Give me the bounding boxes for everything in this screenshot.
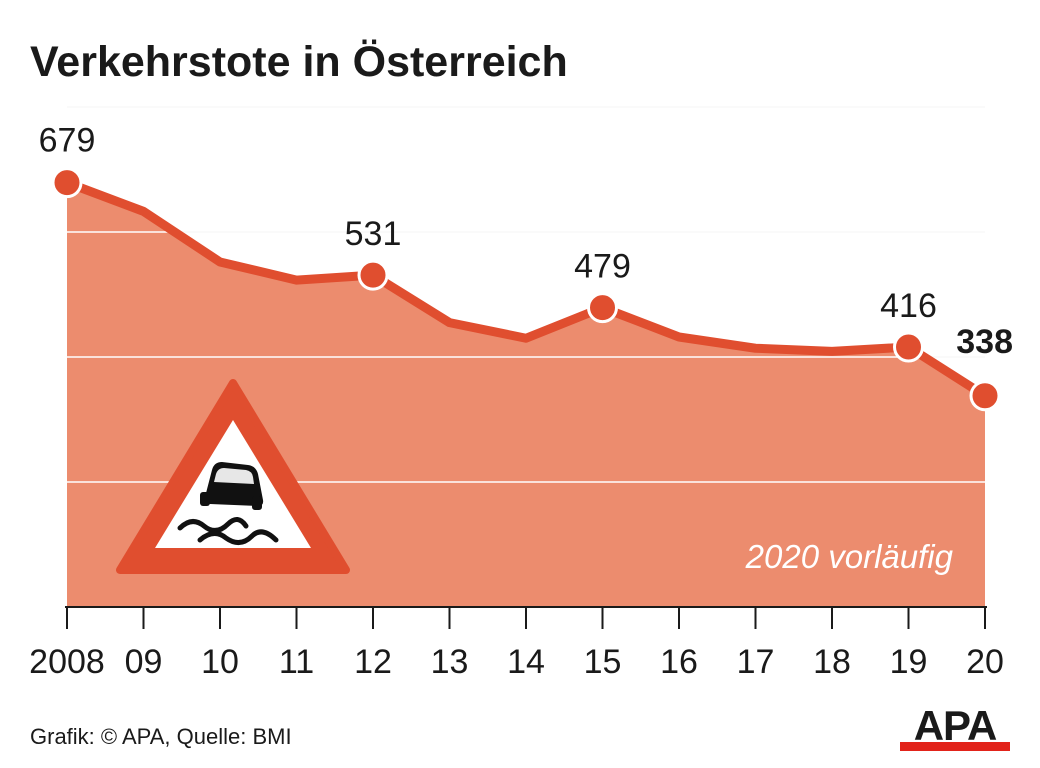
series-line [65, 178, 988, 400]
data-marker [893, 331, 924, 363]
data-label: 679 [39, 122, 96, 160]
x-axis-ticks [66, 607, 986, 629]
x-tick-label: 13 [431, 643, 469, 681]
data-markers [51, 167, 1001, 412]
x-tick-label: 16 [660, 643, 698, 681]
data-label: 531 [345, 215, 402, 253]
data-marker [357, 259, 389, 291]
chart-title: Verkehrstote in Österreich [30, 38, 568, 86]
apa-logo: APA [900, 704, 1010, 751]
svg-text:APA: APA [914, 704, 997, 749]
data-label: 416 [880, 287, 937, 325]
x-tick-label: 14 [507, 643, 545, 681]
x-tick-label: 11 [279, 643, 314, 681]
source-note: Grafik: © APA, Quelle: BMI [30, 724, 292, 749]
data-labels: 679 531 479 416 338 [39, 122, 1013, 361]
x-tick-label: 18 [813, 643, 851, 681]
x-tick-label: 20 [966, 643, 1004, 681]
x-tick-label: 09 [125, 643, 163, 681]
x-tick-label: 10 [201, 643, 239, 681]
data-label: 479 [574, 248, 631, 286]
data-marker [969, 380, 1001, 412]
slippery-road-warning-sign-icon [116, 379, 350, 574]
chart-annotation: 2020 vorläufig [745, 538, 954, 575]
x-tick-label: 15 [584, 643, 622, 681]
x-tick-label: 12 [354, 643, 392, 681]
data-label: 338 [956, 323, 1013, 361]
x-tick-label: 19 [890, 643, 928, 681]
x-tick-label: 17 [737, 643, 775, 681]
data-marker [51, 167, 83, 199]
data-marker [587, 292, 618, 324]
x-tick-labels: 2008 09 10 11 12 13 14 15 16 17 18 19 20 [29, 643, 1004, 681]
x-tick-label: 2008 [29, 643, 105, 681]
